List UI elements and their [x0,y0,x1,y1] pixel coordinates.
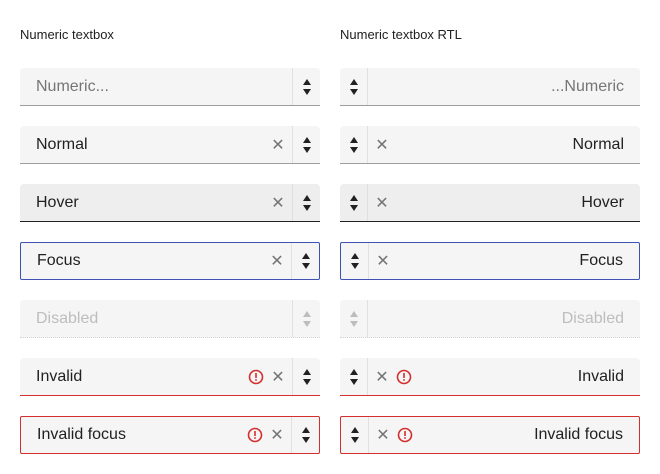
numeric-input-placeholder[interactable]: Numeric... [36,77,109,95]
spin-up-icon[interactable] [302,194,311,201]
error-circle-icon [397,427,413,443]
clear-icon[interactable]: ✕ [271,136,285,154]
numeric-input-invalid-focus[interactable]: Invalid focus [37,426,126,443]
spin-up-icon[interactable] [302,368,311,375]
spin-buttons [292,300,320,337]
spin-up-icon[interactable] [349,194,358,201]
spin-buttons[interactable] [341,417,369,453]
numeric-input-invalid[interactable]: Invalid [577,367,624,385]
spin-up-icon[interactable] [349,136,358,143]
numeric-input-disabled: Disabled [36,309,99,327]
column-heading-ltr: Numeric textbox [20,27,114,42]
numeric-input-invalid[interactable]: Invalid [36,367,83,385]
numeric-textbox-rtl-invalid-focus[interactable]: ✕ Invalid focus [340,416,640,454]
numeric-textbox-disabled: Disabled [20,300,320,338]
spin-up-icon[interactable] [349,368,358,375]
spin-buttons[interactable] [340,126,368,163]
column-heading-rtl: Numeric textbox RTL [340,27,462,42]
clear-icon[interactable]: ✕ [376,253,390,270]
spin-up-icon[interactable] [349,78,358,85]
numeric-textbox-rtl-normal[interactable]: ✕ Normal [340,126,640,164]
clear-icon[interactable]: ✕ [271,368,285,386]
numeric-textbox-rtl-placeholder[interactable]: ...Numeric [340,68,640,106]
numeric-textbox-invalid-focus[interactable]: Invalid focus ✕ [20,416,320,454]
spin-down-icon[interactable] [350,437,359,443]
spin-down-icon[interactable] [302,88,311,95]
numeric-input-focus[interactable]: Focus [579,252,623,269]
clear-icon[interactable]: ✕ [376,427,390,444]
clear-icon[interactable]: ✕ [375,194,389,212]
spin-down-icon[interactable] [301,437,310,443]
numeric-input-invalid-focus[interactable]: Invalid focus [534,426,623,443]
spin-up-icon[interactable] [302,78,311,85]
spin-buttons[interactable] [292,358,320,395]
numeric-textbox-invalid[interactable]: Invalid ✕ [20,358,320,396]
numeric-textbox-rtl-disabled: Disabled [340,300,640,338]
numeric-input-disabled: Disabled [561,309,624,327]
spin-up-icon[interactable] [301,253,310,259]
spin-buttons[interactable] [292,126,320,163]
spin-down-icon[interactable] [302,204,311,211]
spin-up-icon[interactable] [350,427,359,433]
spin-down-icon[interactable] [350,263,359,269]
numeric-textbox-hover[interactable]: Hover ✕ [20,184,320,222]
spin-up-icon[interactable] [350,253,359,259]
spin-down-icon[interactable] [349,378,358,385]
error-circle-icon [248,369,264,385]
spin-up-icon [302,310,311,317]
numeric-input-normal[interactable]: Normal [572,135,624,153]
spin-buttons [340,300,368,337]
spin-down-icon[interactable] [349,146,358,153]
numeric-textbox-placeholder[interactable]: Numeric... [20,68,320,106]
spin-buttons[interactable] [292,68,320,105]
numeric-input-focus[interactable]: Focus [37,252,81,269]
numeric-input-normal[interactable]: Normal [36,135,88,153]
numeric-textbox-rtl-hover[interactable]: ✕ Hover [340,184,640,222]
spin-down-icon[interactable] [301,263,310,269]
spin-buttons[interactable] [341,243,369,279]
spin-up-icon [349,310,358,317]
error-circle-icon [247,427,263,443]
clear-icon[interactable]: ✕ [270,427,284,444]
numeric-textbox-normal[interactable]: Normal ✕ [20,126,320,164]
numeric-textbox-rtl-invalid[interactable]: ✕ Invalid [340,358,640,396]
spin-down-icon[interactable] [349,204,358,211]
spin-buttons[interactable] [291,243,319,279]
spin-buttons[interactable] [340,68,368,105]
clear-icon[interactable]: ✕ [375,368,389,386]
clear-icon[interactable]: ✕ [271,194,285,212]
numeric-textbox-focus[interactable]: Focus ✕ [20,242,320,280]
spin-buttons[interactable] [340,358,368,395]
spin-down-icon [302,320,311,327]
spin-buttons[interactable] [291,417,319,453]
numeric-input-hover[interactable]: Hover [36,193,79,211]
spin-down-icon[interactable] [349,88,358,95]
numeric-input-hover[interactable]: Hover [581,193,624,211]
spin-buttons[interactable] [340,184,368,221]
numeric-input-placeholder[interactable]: ...Numeric [551,77,624,95]
spin-up-icon[interactable] [301,427,310,433]
clear-icon[interactable]: ✕ [270,253,284,270]
spin-down-icon[interactable] [302,378,311,385]
spin-up-icon[interactable] [302,136,311,143]
spin-down-icon [349,320,358,327]
spin-buttons[interactable] [292,184,320,221]
clear-icon[interactable]: ✕ [375,136,389,154]
spin-down-icon[interactable] [302,146,311,153]
numeric-textbox-rtl-focus[interactable]: ✕ Focus [340,242,640,280]
error-circle-icon [396,369,412,385]
